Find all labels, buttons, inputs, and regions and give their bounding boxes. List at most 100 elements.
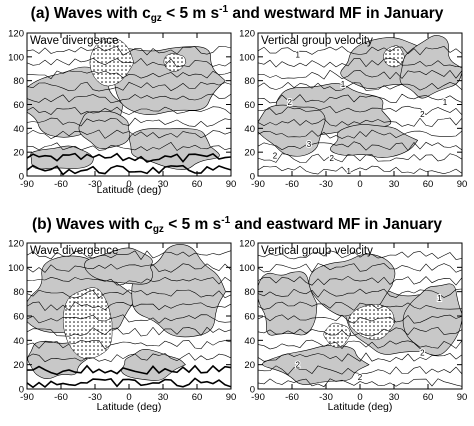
contour-line (27, 81, 231, 92)
contour-line (27, 314, 231, 324)
y-tick-label: 120 (239, 239, 255, 250)
shaded-region (258, 271, 318, 336)
stippled-region (62, 287, 113, 360)
contour-line (258, 93, 462, 104)
panel-title: Wave divergence (30, 35, 118, 47)
contour-line (258, 327, 462, 337)
y-tick-label: 20 (244, 360, 255, 371)
y-tick-label: 120 (239, 29, 255, 40)
x-tick-label: 90 (457, 392, 468, 403)
x-axis-label: Latitude (deg) (328, 401, 393, 413)
contour-label: 1 (437, 294, 442, 303)
x-tick-label: -90 (251, 179, 265, 190)
y-tick-label: 40 (244, 336, 255, 347)
contour-line (27, 46, 231, 56)
x-tick-label: -30 (319, 179, 333, 190)
contour-line (258, 58, 462, 68)
x-tick-label: 30 (389, 179, 400, 190)
contour-field (258, 250, 462, 388)
contour-line (27, 93, 231, 104)
x-tick-label: -60 (54, 179, 68, 190)
contour-label: 1 (295, 50, 300, 59)
x-tick-label: -90 (20, 392, 34, 403)
contour-label: 1 (443, 98, 448, 107)
x-tick-label: 60 (423, 392, 434, 403)
x-tick-label: -30 (88, 392, 102, 403)
contour-line (258, 141, 462, 151)
y-tick-label: 0 (250, 172, 255, 183)
x-tick-label: -30 (88, 179, 102, 190)
y-tick-label: 120 (8, 239, 24, 250)
x-axis-label: Latitude (deg) (97, 184, 162, 196)
contour-line (27, 289, 231, 299)
contour-field (27, 37, 231, 176)
y-tick-label: 100 (8, 52, 24, 63)
contour-line (258, 153, 462, 163)
contour-line (258, 301, 462, 311)
y-tick-label: 20 (13, 360, 24, 371)
contour-line (27, 57, 231, 68)
contour-line (27, 106, 231, 115)
panel-title: Vertical group velocity (261, 245, 373, 257)
y-tick-label: 20 (13, 148, 24, 159)
x-tick-label: 30 (158, 392, 169, 403)
x-tick-label: -60 (285, 392, 299, 403)
y-tick-label: 80 (244, 287, 255, 298)
contour-line (258, 129, 462, 139)
x-tick-label: 0 (126, 392, 131, 403)
x-axis-label: Latitude (deg) (97, 401, 162, 413)
stippled-region (348, 304, 396, 341)
contour-label: 1 (341, 80, 346, 89)
contour-label: 2 (295, 361, 300, 370)
y-tick-label: 100 (8, 263, 24, 274)
shaded-region (399, 35, 462, 99)
x-tick-label: 60 (192, 179, 203, 190)
y-tick-label: 100 (239, 52, 255, 63)
contour-line (27, 301, 231, 312)
contour-line (27, 326, 231, 337)
x-tick-label: -60 (285, 179, 299, 190)
y-tick-label: 0 (250, 385, 255, 396)
x-tick-label: 90 (226, 179, 237, 190)
x-tick-label: 0 (126, 179, 131, 190)
shaded-region (129, 128, 220, 170)
contour-label: 2 (273, 152, 278, 161)
row-title-b: (b) Waves with cgz < 5 m s-1 and eastwar… (31, 215, 443, 235)
x-tick-label: 60 (192, 392, 203, 403)
contour-line (258, 378, 462, 388)
contour-line (258, 365, 462, 376)
contour-line (27, 152, 231, 163)
y-tick-label: 60 (244, 312, 255, 323)
contour-field (258, 35, 462, 175)
x-tick-label: -60 (54, 392, 68, 403)
panel-a-vertical-group-velocity: 1 1 2 3 2 2 1 1 2 Vertical group velocity -90 -60 -3… (239, 29, 467, 191)
contour-line (27, 352, 231, 363)
contour-field (27, 244, 231, 389)
shaded-region (258, 104, 326, 157)
y-tick-label: 60 (13, 100, 24, 111)
y-tick-label: 80 (13, 287, 24, 298)
contour-line (258, 105, 462, 116)
stippled-region (323, 322, 352, 348)
contour-line (258, 352, 462, 363)
panel-b-vertical-group-velocity: 1 2 2 2 Vertical group velocity -90 -60 -30 0 30 6… (239, 239, 467, 414)
x-tick-label: -90 (251, 392, 265, 403)
y-tick-label: 20 (244, 148, 255, 159)
panel-title: Wave divergence (30, 245, 118, 257)
contour-line (27, 142, 231, 151)
panel-title: Vertical group velocity (261, 35, 373, 47)
y-tick-label: 60 (244, 100, 255, 111)
x-tick-label: 90 (226, 392, 237, 403)
panel-a-wave-divergence: Wave divergence -90 -60 -30 0 30 60 90 0 20 40 60 80… (8, 29, 236, 197)
contour-label: 2 (420, 349, 425, 358)
contour-line (258, 263, 462, 273)
shaded-region (402, 283, 462, 356)
x-tick-label: 30 (158, 179, 169, 190)
contour-line (258, 275, 462, 286)
shaded-region (84, 247, 154, 285)
y-tick-label: 0 (19, 172, 24, 183)
x-tick-label: 0 (357, 392, 362, 403)
contour-line (258, 117, 462, 127)
contour-line (27, 377, 231, 389)
